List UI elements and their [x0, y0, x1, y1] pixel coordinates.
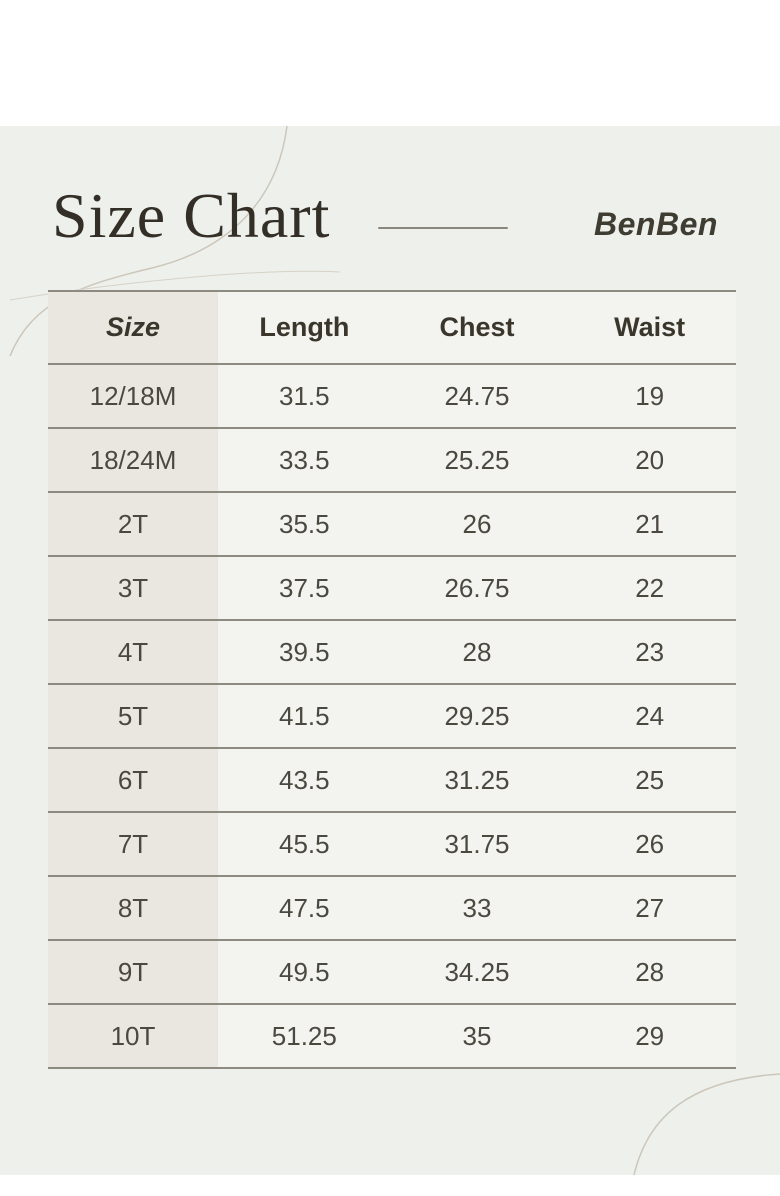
value-cell: 35.5: [218, 492, 391, 556]
value-cell: 33.5: [218, 428, 391, 492]
value-cell: 43.5: [218, 748, 391, 812]
size-cell: 2T: [48, 492, 218, 556]
value-cell: 27: [563, 876, 736, 940]
value-cell: 26: [563, 812, 736, 876]
value-cell: 23: [563, 620, 736, 684]
table-body: 12/18M 31.5 24.75 19 18/24M 33.5 25.25 20 2T 35.5…: [48, 364, 736, 1068]
size-cell: 8T: [48, 876, 218, 940]
value-cell: 47.5: [218, 876, 391, 940]
table-row: 3T 37.5 26.75 22: [48, 556, 736, 620]
column-header-size: Size: [48, 291, 218, 364]
brand-name: BenBen: [594, 206, 718, 242]
table-row: 4T 39.5 28 23: [48, 620, 736, 684]
value-cell: 34.25: [390, 940, 564, 1004]
value-cell: 28: [390, 620, 564, 684]
size-cell: 9T: [48, 940, 218, 1004]
column-header-waist: Waist: [563, 291, 736, 364]
value-cell: 25.25: [390, 428, 564, 492]
table-row: 18/24M 33.5 25.25 20: [48, 428, 736, 492]
value-cell: 51.25: [218, 1004, 391, 1068]
value-cell: 41.5: [218, 684, 391, 748]
value-cell: 26: [390, 492, 564, 556]
page-title: Size Chart: [52, 180, 331, 251]
size-cell: 18/24M: [48, 428, 218, 492]
value-cell: 24.75: [390, 364, 564, 428]
table-row: 7T 45.5 31.75 26: [48, 812, 736, 876]
value-cell: 19: [563, 364, 736, 428]
value-cell: 49.5: [218, 940, 391, 1004]
table-row: 2T 35.5 26 21: [48, 492, 736, 556]
size-cell: 3T: [48, 556, 218, 620]
size-cell: 4T: [48, 620, 218, 684]
value-cell: 25: [563, 748, 736, 812]
value-cell: 28: [563, 940, 736, 1004]
value-cell: 39.5: [218, 620, 391, 684]
column-header-length: Length: [218, 291, 391, 364]
table-row: 5T 41.5 29.25 24: [48, 684, 736, 748]
value-cell: 31.25: [390, 748, 564, 812]
value-cell: 22: [563, 556, 736, 620]
table-header-row: Size Length Chest Waist: [48, 291, 736, 364]
title-dash-line: [378, 227, 508, 229]
value-cell: 31.5: [218, 364, 391, 428]
table-row: 10T 51.25 35 29: [48, 1004, 736, 1068]
table-row: 9T 49.5 34.25 28: [48, 940, 736, 1004]
table-row: 8T 47.5 33 27: [48, 876, 736, 940]
size-cell: 5T: [48, 684, 218, 748]
value-cell: 21: [563, 492, 736, 556]
value-cell: 24: [563, 684, 736, 748]
size-table: Size Length Chest Waist 12/18M 31.5 24.75 19 18…: [48, 290, 736, 1069]
size-cell: 7T: [48, 812, 218, 876]
size-cell: 6T: [48, 748, 218, 812]
size-cell: 12/18M: [48, 364, 218, 428]
table-row: 6T 43.5 31.25 25: [48, 748, 736, 812]
table-row: 12/18M 31.5 24.75 19: [48, 364, 736, 428]
column-header-chest: Chest: [390, 291, 564, 364]
value-cell: 33: [390, 876, 564, 940]
value-cell: 26.75: [390, 556, 564, 620]
value-cell: 31.75: [390, 812, 564, 876]
size-cell: 10T: [48, 1004, 218, 1068]
value-cell: 45.5: [218, 812, 391, 876]
value-cell: 20: [563, 428, 736, 492]
value-cell: 29.25: [390, 684, 564, 748]
value-cell: 37.5: [218, 556, 391, 620]
value-cell: 29: [563, 1004, 736, 1068]
value-cell: 35: [390, 1004, 564, 1068]
